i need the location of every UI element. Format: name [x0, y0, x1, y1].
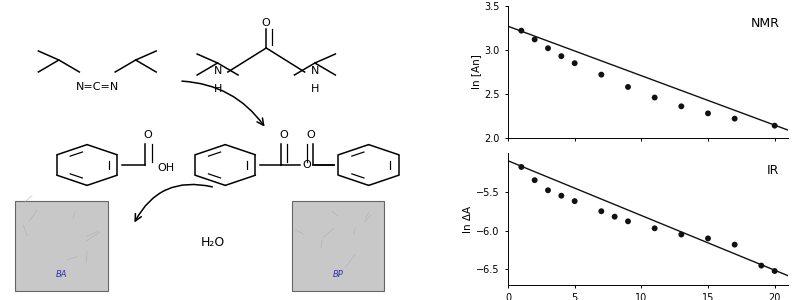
- Point: [595, 209, 608, 214]
- Point: [675, 104, 688, 109]
- Point: [528, 178, 541, 183]
- Point: [568, 61, 581, 66]
- Text: H: H: [214, 84, 222, 94]
- Text: O: O: [306, 130, 314, 140]
- Point: [568, 199, 581, 203]
- Point: [608, 214, 621, 219]
- Text: O: O: [262, 17, 270, 28]
- Bar: [292, 201, 384, 291]
- FancyArrowPatch shape: [182, 81, 264, 125]
- Point: [768, 123, 781, 128]
- Point: [542, 46, 554, 51]
- Point: [528, 37, 541, 42]
- Point: [622, 219, 634, 224]
- Text: H₂O: H₂O: [200, 236, 225, 250]
- Point: [515, 28, 528, 33]
- Text: O: O: [303, 160, 311, 170]
- Y-axis label: ln [An]: ln [An]: [471, 55, 482, 89]
- Text: N=C=N: N=C=N: [76, 82, 119, 92]
- Point: [555, 193, 568, 198]
- Text: N: N: [214, 65, 222, 76]
- Text: O: O: [143, 130, 152, 140]
- Point: [755, 263, 768, 268]
- Point: [595, 72, 608, 77]
- Point: [728, 242, 741, 247]
- Text: O: O: [279, 130, 288, 140]
- Point: [702, 236, 714, 241]
- Bar: [15, 201, 107, 291]
- Text: IR: IR: [767, 164, 779, 177]
- Point: [555, 54, 568, 58]
- Point: [702, 111, 714, 116]
- Point: [648, 95, 661, 100]
- Point: [542, 188, 554, 193]
- Text: NMR: NMR: [750, 16, 779, 30]
- Text: OH: OH: [158, 163, 175, 173]
- Point: [768, 268, 781, 273]
- Point: [728, 116, 741, 121]
- Point: [648, 226, 661, 231]
- Text: N: N: [310, 65, 319, 76]
- Point: [675, 232, 688, 237]
- Point: [515, 165, 528, 170]
- Text: BP: BP: [333, 270, 343, 279]
- Text: BA: BA: [56, 270, 67, 279]
- Text: H: H: [310, 84, 319, 94]
- FancyArrowPatch shape: [135, 184, 212, 221]
- Point: [622, 85, 634, 89]
- Y-axis label: ln ΔA: ln ΔA: [463, 206, 474, 233]
